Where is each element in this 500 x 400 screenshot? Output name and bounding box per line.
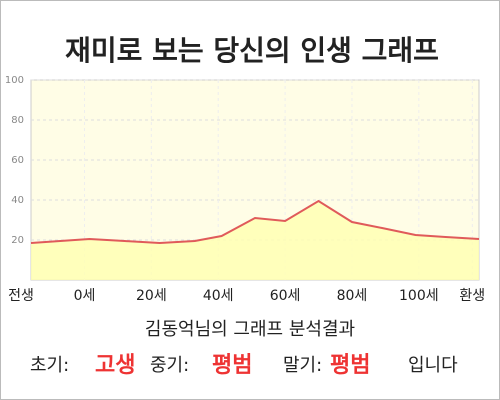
x-tick-label: 환생 bbox=[459, 288, 485, 304]
x-tick-label: 전생 bbox=[8, 288, 34, 304]
result-heading: 김동억님의 그래프 분석결과 bbox=[145, 319, 355, 340]
chart-title: 재미로 보는 당신의 인생 그래프 bbox=[65, 34, 439, 67]
result-value: 고생 bbox=[95, 353, 135, 378]
x-tick-label: 80세 bbox=[337, 288, 368, 304]
result-value: 평범 bbox=[330, 353, 370, 378]
x-tick-label: 20세 bbox=[136, 288, 167, 304]
x-tick-label: 60세 bbox=[270, 288, 301, 304]
x-tick-label: 100세 bbox=[399, 288, 439, 304]
y-tick-label: 100 bbox=[5, 75, 24, 86]
x-tick-label: 0세 bbox=[74, 288, 96, 304]
result-line: 초기: 고생 중기: 평범 말기: 평범 입니다 bbox=[30, 353, 458, 378]
result-label: 초기: bbox=[30, 355, 69, 376]
y-tick-label: 80 bbox=[11, 115, 24, 126]
result-suffix: 입니다 bbox=[408, 355, 458, 376]
line bbox=[30, 199, 480, 245]
y-tick-label: 20 bbox=[11, 235, 24, 246]
area bbox=[31, 201, 479, 280]
result-label: 말기: bbox=[283, 355, 322, 376]
y-tick-label: 60 bbox=[11, 155, 24, 166]
y-tick-label: 40 bbox=[11, 195, 24, 206]
result-value: 평범 bbox=[212, 353, 252, 378]
result-label: 중기: bbox=[150, 355, 189, 376]
x-tick-label: 40세 bbox=[203, 288, 234, 304]
